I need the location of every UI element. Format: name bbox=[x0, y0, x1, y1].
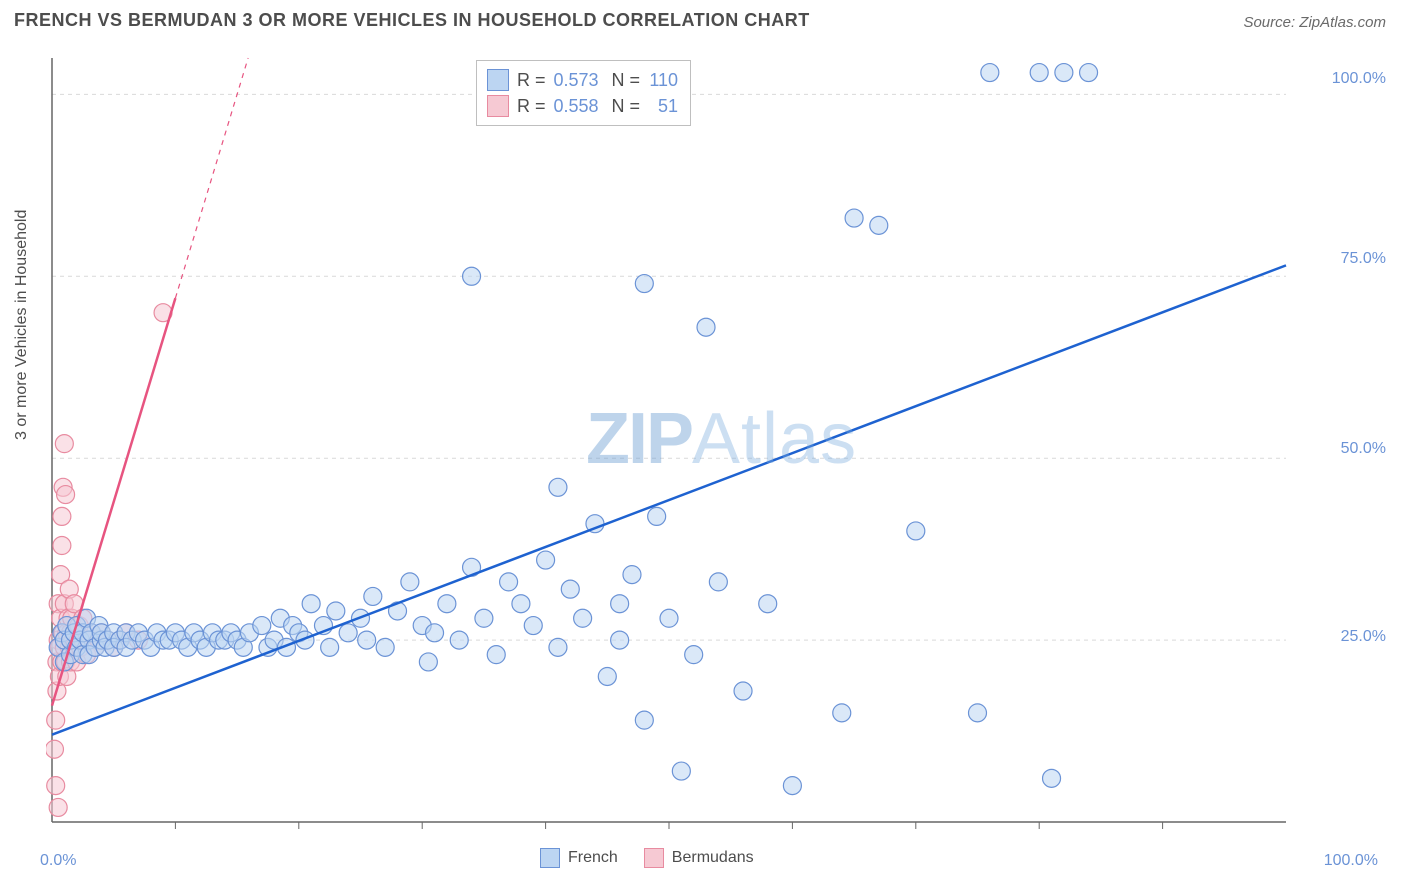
chart-source: Source: ZipAtlas.com bbox=[1243, 14, 1386, 31]
series-legend: French Bermudans bbox=[540, 848, 754, 868]
legend-item-french: French bbox=[540, 848, 618, 868]
chart-container: FRENCH VS BERMUDAN 3 OR MORE VEHICLES IN… bbox=[0, 0, 1406, 892]
legend-row-bermudans: R = 0.558 N = 51 bbox=[487, 93, 678, 119]
legend-n-label-2: N = bbox=[612, 93, 641, 119]
legend-n-label: N = bbox=[612, 67, 641, 93]
legend-r-label: R = bbox=[517, 67, 546, 93]
legend-bermudans-label: Bermudans bbox=[672, 849, 754, 867]
legend-r-label-2: R = bbox=[517, 93, 546, 119]
correlation-legend: R = 0.573 N = 110 R = 0.558 N = 51 bbox=[476, 60, 691, 126]
swatch-french bbox=[487, 69, 509, 91]
swatch-bermudans bbox=[487, 95, 509, 117]
swatch-bermudans-bottom bbox=[644, 848, 664, 868]
plot-area: ZIPAtlas R = 0.573 N = 110 R = 0.558 N =… bbox=[46, 48, 1366, 840]
y-tick-100: 100.0% bbox=[1332, 70, 1386, 88]
legend-bermudans-n: 51 bbox=[648, 93, 678, 119]
legend-french-r: 0.573 bbox=[554, 67, 604, 93]
x-axis-max-label: 100.0% bbox=[1324, 852, 1378, 870]
scatter-plot-svg bbox=[46, 48, 1366, 840]
legend-row-french: R = 0.573 N = 110 bbox=[487, 67, 678, 93]
legend-bermudans-r: 0.558 bbox=[554, 93, 604, 119]
y-tick-25: 25.0% bbox=[1341, 628, 1386, 646]
y-tick-75: 75.0% bbox=[1341, 250, 1386, 268]
y-tick-50: 50.0% bbox=[1341, 440, 1386, 458]
legend-item-bermudans: Bermudans bbox=[644, 848, 754, 868]
chart-title: FRENCH VS BERMUDAN 3 OR MORE VEHICLES IN… bbox=[14, 10, 810, 31]
legend-french-n: 110 bbox=[648, 67, 678, 93]
legend-french-label: French bbox=[568, 849, 618, 867]
x-axis-min-label: 0.0% bbox=[40, 852, 76, 870]
swatch-french-bottom bbox=[540, 848, 560, 868]
y-axis-label: 3 or more Vehicles in Household bbox=[13, 210, 31, 440]
